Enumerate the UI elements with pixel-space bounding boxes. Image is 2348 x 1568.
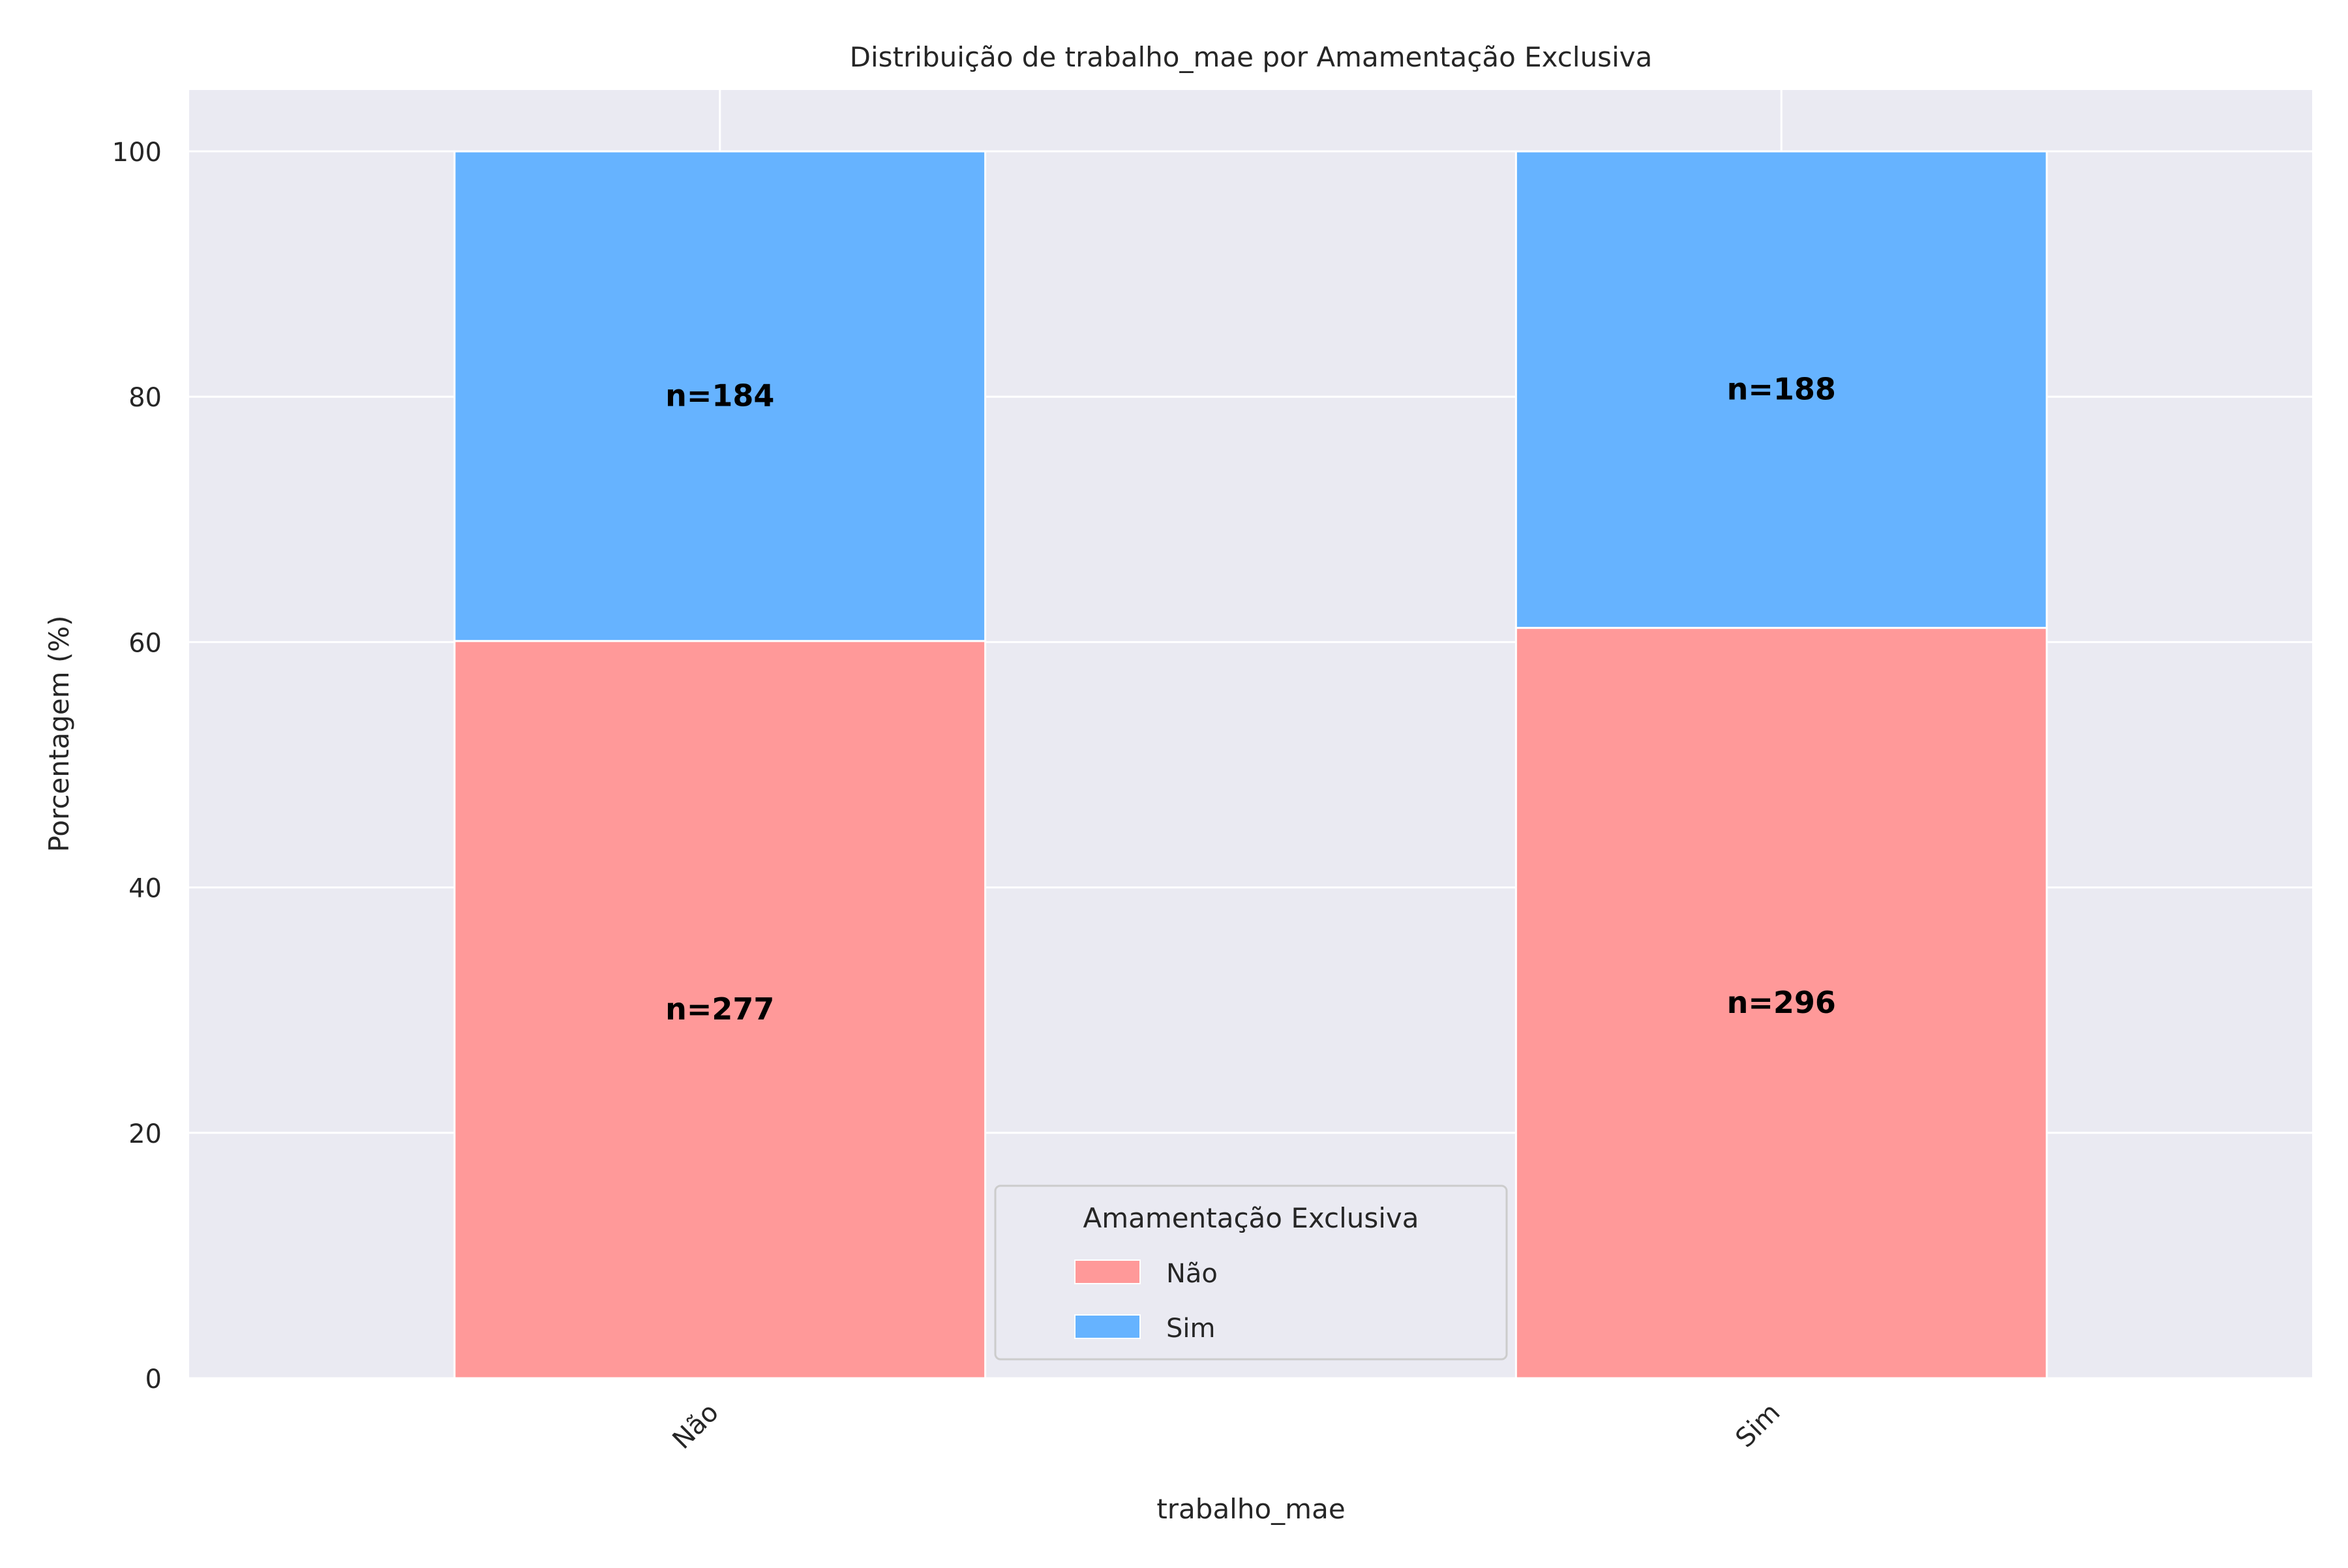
y-tick-label: 100 <box>112 138 162 168</box>
bar-segment <box>1514 150 2048 629</box>
bar-count-label: n=277 <box>665 991 774 1027</box>
bar-count-label: n=184 <box>665 378 774 413</box>
x-tick-label: Não <box>667 1398 724 1455</box>
legend-items: Não Sim <box>1074 1259 1218 1344</box>
legend: Amamentação Exclusiva Não Sim <box>994 1184 1508 1361</box>
legend-swatch <box>1074 1259 1141 1284</box>
x-tick-label: Sim <box>1730 1398 1786 1454</box>
bar-count-label: n=296 <box>1727 985 1836 1020</box>
y-axis-label: Porcentagem (%) <box>43 615 75 852</box>
y-tick-label: 80 <box>128 383 162 413</box>
bar-segment <box>1514 627 2048 1380</box>
x-axis-label: trabalho_mae <box>1156 1493 1345 1525</box>
bar-count-label: n=188 <box>1727 371 1836 406</box>
legend-swatch <box>1074 1314 1141 1339</box>
legend-title: Amamentação Exclusiva <box>1083 1202 1419 1234</box>
y-tick-label: 20 <box>128 1119 162 1149</box>
bar-labels: n=277 n=184 n=296 n=188 <box>665 371 1836 1027</box>
bars <box>453 150 2048 1380</box>
legend-label: Sim <box>1166 1314 1215 1344</box>
legend-label: Não <box>1166 1259 1218 1289</box>
chart-title: Distribuição de trabalho_mae por Amament… <box>850 41 1653 73</box>
y-tick-label: 40 <box>128 874 162 904</box>
x-axis-ticks: Não Sim <box>667 1398 1786 1455</box>
y-tick-label: 0 <box>145 1364 162 1395</box>
y-axis-ticks: 0 20 40 60 80 100 <box>112 138 162 1395</box>
bar-segment <box>453 150 987 642</box>
y-tick-label: 60 <box>128 628 162 658</box>
bar-segment <box>453 640 987 1380</box>
